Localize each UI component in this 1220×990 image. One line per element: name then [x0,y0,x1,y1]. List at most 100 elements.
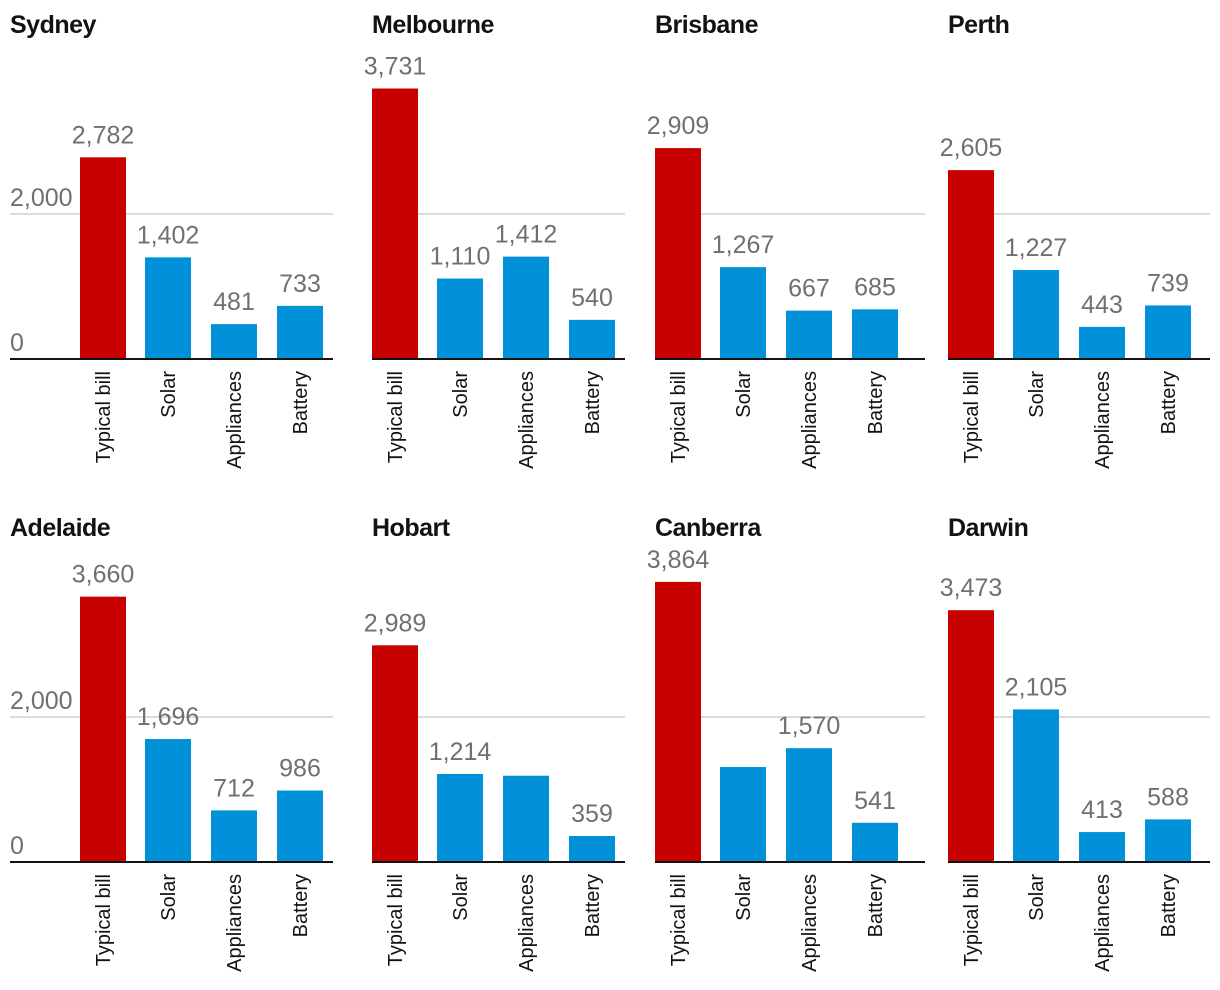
bar-appliances [503,775,549,862]
value-label: 1,412 [495,221,558,249]
bar-solar [720,767,766,862]
bar-battery [1145,305,1191,359]
y-tick-label: 2,000 [10,687,73,715]
category-label: Appliances [1092,371,1114,469]
value-label: 2,782 [72,121,135,149]
category-label: Typical bill [93,874,115,966]
category-label: Typical bill [385,874,407,966]
value-label: 733 [279,270,321,298]
panel-perth: Perth 2,605 Typical bill 1,227 Solar 443 Appli… [940,11,1210,469]
panel-title: Brisbane [655,11,759,39]
value-label: 1,696 [137,703,200,731]
bar-solar [145,257,191,359]
panel-title: Sydney [10,11,97,39]
value-label: 739 [1147,269,1189,297]
category-label: Appliances [1092,874,1114,972]
panel-darwin: Darwin 3,473 Typical bill 2,105 Solar 413 Appl… [940,514,1210,972]
panel-melbourne: Melbourne 3,731 Typical bill 1,110 Solar 1,41… [364,11,625,469]
bar-battery [852,822,898,862]
bar-appliances [211,810,257,862]
bar-appliances [211,324,257,359]
bar-solar [1013,709,1059,862]
bar-typical-bill [655,148,701,359]
bar-battery [277,305,323,359]
y-tick-label: 0 [10,329,24,357]
value-label: 685 [854,273,896,301]
value-label: 3,660 [72,561,135,589]
bar-typical-bill [80,596,126,862]
bar-solar [1013,270,1059,359]
panel-title: Darwin [948,514,1028,542]
bar-appliances [503,256,549,359]
category-label: Appliances [799,874,821,972]
panel-brisbane: Brisbane 2,909 Typical bill 1,267 Solar 667 Ap… [647,11,925,469]
value-label: 1,110 [430,243,491,271]
value-label: 1,227 [1005,234,1068,262]
panel-title: Canberra [655,514,762,542]
category-label: Typical bill [93,371,115,463]
value-label: 1,570 [778,712,841,740]
value-label: 1,214 [429,738,492,766]
value-label: 2,989 [364,609,427,637]
value-label: 2,605 [940,134,1003,162]
bar-typical-bill [372,88,418,359]
panel-hobart: Hobart 2,989 Typical bill 1,214 Solar Applian… [364,514,625,972]
bar-appliances [786,310,832,359]
category-label: Solar [1026,371,1048,418]
category-label: Solar [450,874,472,921]
bar-typical-bill [948,610,994,862]
panel-title: Adelaide [10,514,111,542]
bar-battery [569,835,615,862]
bar-solar [437,773,483,862]
category-label: Appliances [516,874,538,972]
value-label: 2,105 [1005,673,1068,701]
bar-battery [1145,819,1191,862]
y-tick-label: 2,000 [10,184,73,212]
value-label: 540 [571,284,613,312]
category-label: Battery [582,371,604,434]
panel-canberra: Canberra 3,864 Typical bill Solar 1,570 Appli… [647,514,925,972]
category-label: Appliances [224,874,246,972]
value-label: 712 [213,774,255,802]
category-label: Battery [1158,874,1180,937]
panel-sydney: Sydney 2,782 Typical bill 1,402 Solar 481 Appl… [10,11,333,469]
category-label: Typical bill [668,371,690,463]
category-label: Battery [865,371,887,434]
value-label: 3,731 [364,53,427,81]
bar-battery [569,319,615,359]
category-label: Typical bill [961,371,983,463]
value-label: 541 [854,787,896,815]
category-label: Solar [1026,874,1048,921]
category-label: Battery [1158,371,1180,434]
bar-solar [437,278,483,359]
bar-solar [145,739,191,862]
category-label: Battery [290,874,312,937]
value-label: 481 [213,288,255,316]
category-label: Typical bill [668,874,690,966]
value-label: 2,909 [647,112,710,140]
category-label: Solar [733,371,755,418]
bar-appliances [1079,832,1125,862]
bar-battery [852,309,898,359]
bar-typical-bill [655,581,701,862]
panel-adelaide: Adelaide 3,660 Typical bill 1,696 Solar 712 Ap… [10,514,333,972]
value-label: 3,864 [647,546,710,574]
category-label: Solar [733,874,755,921]
y-tick-label: 0 [10,832,24,860]
value-label: 588 [1147,783,1189,811]
category-label: Battery [582,874,604,937]
category-label: Appliances [799,371,821,469]
panel-title: Melbourne [372,11,494,39]
panel-title: Hobart [372,514,451,542]
value-label: 3,473 [940,574,1003,602]
value-label: 1,267 [712,231,775,259]
bar-typical-bill [372,645,418,862]
category-label: Typical bill [385,371,407,463]
category-label: Appliances [516,371,538,469]
bar-typical-bill [80,157,126,359]
category-label: Appliances [224,371,246,469]
bar-battery [277,790,323,862]
bar-typical-bill [948,170,994,359]
